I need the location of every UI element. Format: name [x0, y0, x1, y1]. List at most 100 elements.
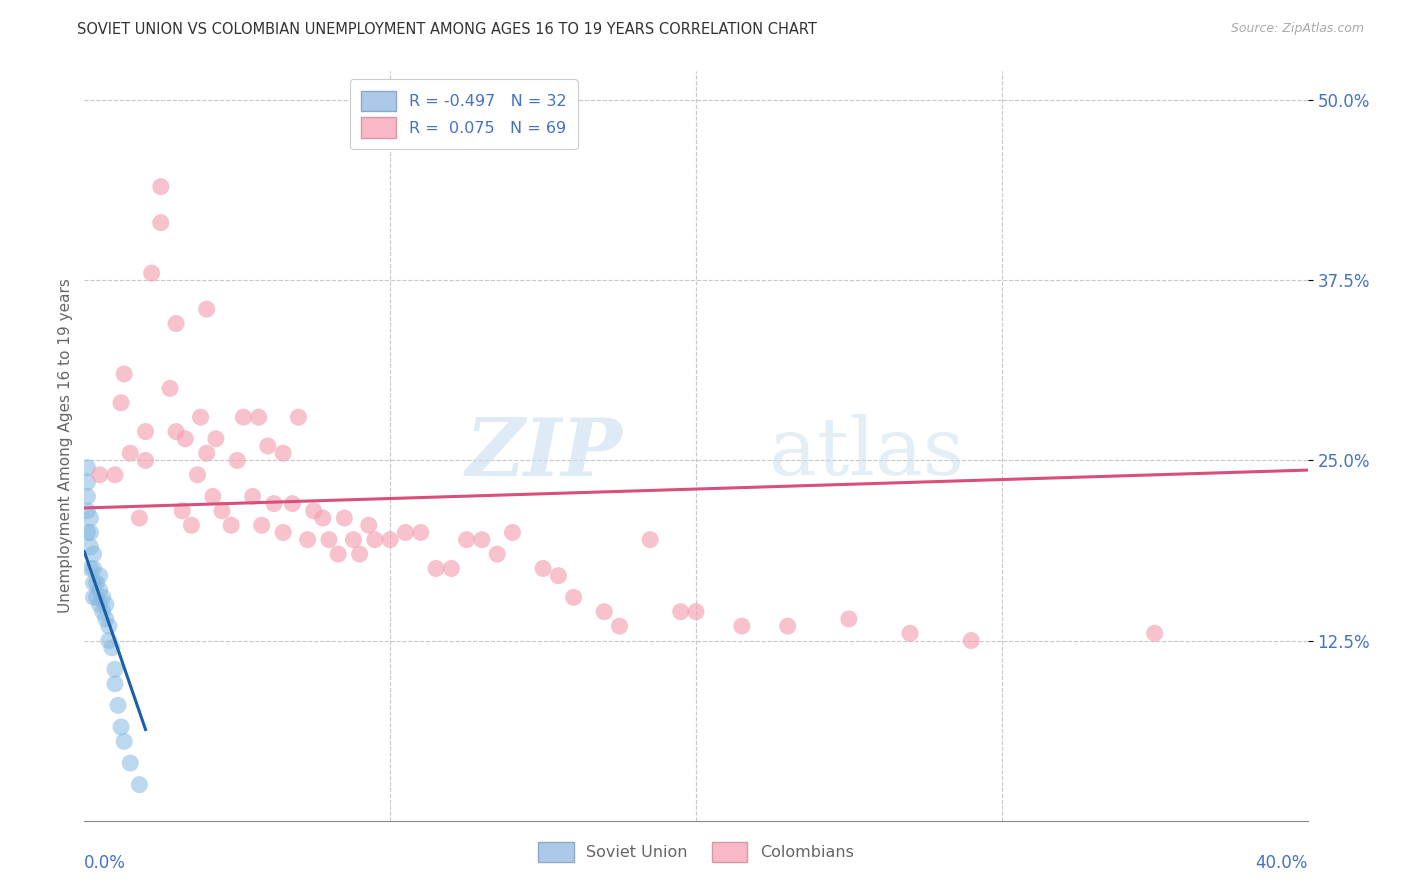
Point — [83, 575, 105, 590]
Y-axis label: Unemployment Among Ages 16 to 19 years: Unemployment Among Ages 16 to 19 years — [58, 278, 73, 614]
Point — [328, 547, 350, 561]
Text: ZIP: ZIP — [465, 415, 623, 492]
Point — [94, 598, 117, 612]
Point — [76, 525, 98, 540]
Point — [83, 591, 105, 605]
Point — [104, 467, 127, 482]
Point — [89, 568, 111, 582]
Point — [91, 605, 114, 619]
Point — [91, 591, 114, 605]
Point — [101, 640, 124, 655]
Text: SOVIET UNION VS COLOMBIAN UNEMPLOYMENT AMONG AGES 16 TO 19 YEARS CORRELATION CHA: SOVIET UNION VS COLOMBIAN UNEMPLOYMENT A… — [77, 22, 817, 37]
Point — [593, 605, 616, 619]
Point — [219, 518, 242, 533]
Point — [263, 497, 285, 511]
Point — [456, 533, 478, 547]
Point — [79, 511, 101, 525]
Point — [638, 533, 661, 547]
Text: 0.0%: 0.0% — [84, 855, 127, 872]
Point — [172, 504, 194, 518]
Point — [287, 410, 309, 425]
Point — [76, 504, 98, 518]
Point — [232, 410, 254, 425]
Point — [380, 533, 402, 547]
Point — [120, 756, 142, 770]
Point — [669, 605, 692, 619]
Point — [89, 467, 111, 482]
Point — [83, 547, 105, 561]
Point — [838, 612, 860, 626]
Point — [409, 525, 432, 540]
Point — [97, 619, 120, 633]
Point — [312, 511, 335, 525]
Point — [149, 216, 172, 230]
Point — [960, 633, 983, 648]
Point — [76, 475, 98, 489]
Point — [281, 497, 304, 511]
Point — [79, 525, 101, 540]
Text: 40.0%: 40.0% — [1256, 855, 1308, 872]
Point — [250, 518, 273, 533]
Point — [83, 561, 105, 575]
Point — [195, 446, 218, 460]
Point — [110, 396, 132, 410]
Point — [205, 432, 228, 446]
Point — [180, 518, 202, 533]
Point — [79, 540, 101, 554]
Point — [89, 583, 111, 598]
Point — [898, 626, 921, 640]
Point — [89, 598, 111, 612]
Point — [112, 367, 135, 381]
Point — [107, 698, 129, 713]
Point — [120, 446, 142, 460]
Legend: Soviet Union, Colombians: Soviet Union, Colombians — [531, 836, 860, 869]
Point — [112, 734, 135, 748]
Point — [776, 619, 799, 633]
Point — [104, 677, 127, 691]
Point — [318, 533, 340, 547]
Point — [547, 568, 569, 582]
Text: atlas: atlas — [769, 415, 965, 492]
Point — [731, 619, 754, 633]
Point — [174, 432, 197, 446]
Point — [342, 533, 364, 547]
Point — [425, 561, 447, 575]
Point — [609, 619, 631, 633]
Point — [226, 453, 249, 467]
Point — [159, 381, 181, 395]
Point — [242, 490, 264, 504]
Point — [195, 302, 218, 317]
Point — [349, 547, 371, 561]
Point — [97, 633, 120, 648]
Point — [531, 561, 554, 575]
Point — [165, 317, 187, 331]
Point — [165, 425, 187, 439]
Point — [440, 561, 463, 575]
Point — [211, 504, 233, 518]
Point — [104, 662, 127, 676]
Text: Source: ZipAtlas.com: Source: ZipAtlas.com — [1230, 22, 1364, 36]
Point — [76, 460, 98, 475]
Point — [79, 561, 101, 575]
Point — [149, 179, 172, 194]
Point — [271, 446, 294, 460]
Point — [357, 518, 380, 533]
Point — [86, 591, 108, 605]
Point — [76, 490, 98, 504]
Point — [141, 266, 163, 280]
Point — [1143, 626, 1166, 640]
Point — [271, 525, 294, 540]
Point — [502, 525, 524, 540]
Point — [190, 410, 212, 425]
Point — [186, 467, 208, 482]
Point — [94, 612, 117, 626]
Point — [364, 533, 387, 547]
Point — [257, 439, 280, 453]
Point — [297, 533, 319, 547]
Point — [247, 410, 270, 425]
Point — [333, 511, 356, 525]
Point — [471, 533, 494, 547]
Point — [302, 504, 325, 518]
Point — [86, 575, 108, 590]
Point — [394, 525, 416, 540]
